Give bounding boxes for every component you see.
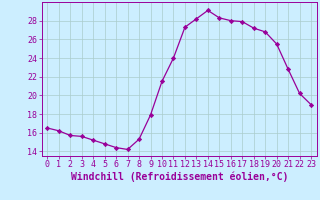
X-axis label: Windchill (Refroidissement éolien,°C): Windchill (Refroidissement éolien,°C) bbox=[70, 172, 288, 182]
